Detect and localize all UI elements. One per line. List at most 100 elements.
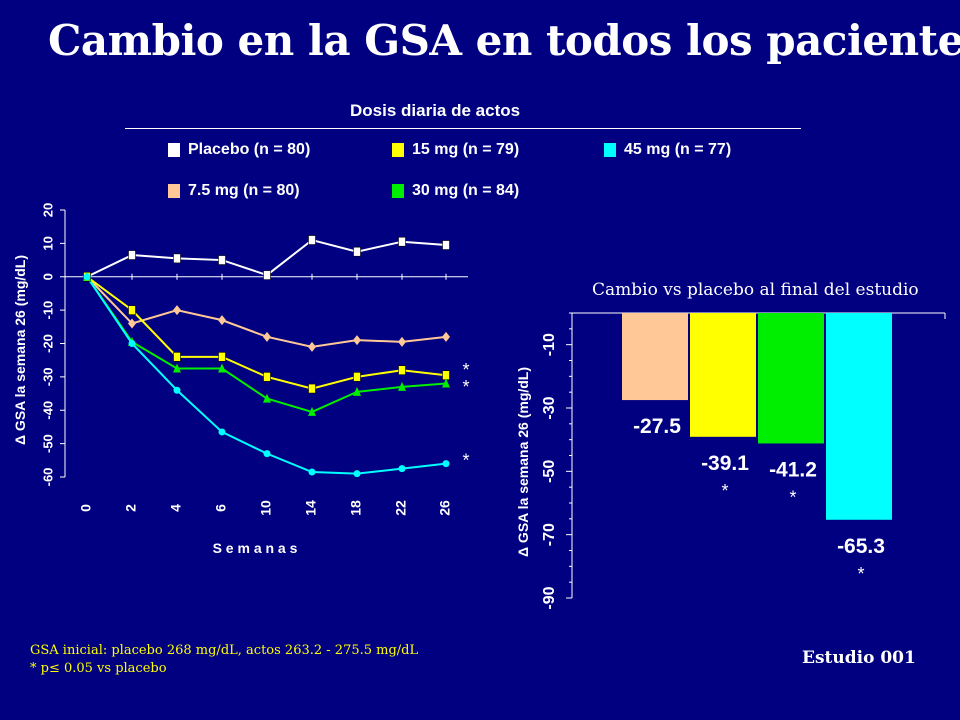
line-x-tick-label: 6 — [213, 504, 229, 512]
data-point — [398, 365, 406, 376]
bar-y-tick-label: -30 — [541, 396, 558, 419]
bar-significance-marker: * — [789, 487, 796, 507]
bar-significance-marker: * — [721, 481, 728, 501]
legend-item-7-5mg: 7.5 mg (n = 80) — [168, 182, 300, 200]
data-point — [173, 363, 181, 373]
line-y-tick-label: 10 — [40, 236, 55, 250]
footnote-baseline: GSA inicial: placebo 268 mg/dL, actos 26… — [30, 643, 419, 658]
data-point — [398, 381, 406, 391]
series-line — [86, 276, 447, 413]
bar-value-label: -39.1 — [701, 452, 749, 475]
line-x-tick-label: 10 — [258, 500, 274, 516]
legend-label-45mg: 45 mg (n = 77) — [624, 141, 732, 158]
line-y-tick-label: -60 — [40, 468, 55, 487]
line-x-tick-label: 4 — [168, 504, 184, 512]
data-point — [263, 450, 271, 458]
footnote-significance: * p≤ 0.05 vs placebo — [30, 661, 167, 676]
study-label: Estudio 001 — [802, 648, 916, 668]
legend-label-placebo: Placebo (n = 80) — [188, 141, 311, 158]
line-x-tick-label: 2 — [123, 504, 139, 512]
data-point — [308, 468, 316, 476]
data-point — [128, 250, 136, 260]
line-y-tick-label: 20 — [40, 203, 55, 217]
footnote: GSA inicial: placebo 268 mg/dL, actos 26… — [30, 642, 418, 678]
legend-label-30mg: 30 mg (n = 84) — [412, 182, 520, 199]
line-y-tick-label: -20 — [40, 334, 55, 353]
data-point — [128, 340, 136, 347]
data-point — [353, 386, 361, 396]
data-point — [128, 305, 136, 315]
data-point — [353, 335, 361, 346]
line-x-tick-label: 26 — [437, 500, 453, 516]
bar — [622, 313, 688, 401]
data-point — [353, 246, 361, 257]
data-point — [353, 372, 361, 382]
data-point — [442, 370, 450, 381]
bar-y-tick-label: -70 — [541, 523, 558, 546]
significance-marker: * — [462, 450, 469, 470]
bar — [826, 313, 892, 520]
legend-swatch-15mg — [392, 143, 404, 157]
legend-divider — [125, 128, 801, 129]
legend-swatch-45mg — [604, 143, 616, 157]
data-point — [218, 315, 226, 326]
bar-value-label: -65.3 — [837, 535, 885, 558]
data-point — [442, 460, 450, 468]
legend-title: Dosis diaria de actos — [350, 101, 521, 120]
page-title: Cambio en la GSA en todos los pacientes — [48, 16, 960, 65]
data-point — [308, 406, 316, 416]
data-point — [263, 331, 271, 342]
data-point — [173, 305, 181, 316]
legend-item-15mg: 15 mg (n = 79) — [392, 141, 519, 159]
legend-label-7-5mg: 7.5 mg (n = 80) — [188, 182, 300, 199]
data-point — [263, 372, 271, 382]
legend-swatch-30mg — [392, 184, 404, 198]
data-point — [398, 465, 406, 473]
data-point — [442, 378, 450, 388]
line-y-tick-label: -40 — [40, 401, 55, 420]
bar-chart-title: Cambio vs placebo al final del estudio — [592, 280, 919, 300]
data-point — [83, 273, 91, 281]
data-point — [218, 428, 226, 436]
line-x-tick-label: 18 — [348, 500, 364, 516]
data-point — [263, 393, 271, 403]
data-point — [128, 318, 136, 329]
line-y-axis-label: Δ GSA la semana 26 (mg/dL) — [12, 255, 28, 445]
bar-value-label: -41.2 — [769, 458, 817, 481]
legend-item-45mg: 45 mg (n = 77) — [604, 141, 731, 159]
data-point — [173, 253, 181, 264]
line-x-tick-label: 0 — [78, 504, 94, 512]
bar-y-tick-label: -50 — [541, 460, 558, 483]
bar-y-tick-label: -10 — [541, 333, 558, 356]
data-point — [218, 363, 226, 373]
legend-item-30mg: 30 mg (n = 84) — [392, 182, 519, 200]
bar — [690, 313, 756, 437]
data-point — [442, 331, 450, 342]
data-point — [173, 352, 181, 362]
legend-label-15mg: 15 mg (n = 79) — [412, 141, 520, 158]
data-point — [308, 341, 316, 352]
line-x-axis-label: S e m a n a s — [213, 540, 298, 556]
data-point — [442, 240, 450, 250]
bar-value-label: -27.5 — [633, 415, 681, 438]
legend-item-placebo: Placebo (n = 80) — [168, 141, 310, 159]
data-point — [353, 470, 361, 478]
line-y-tick-label: -50 — [40, 434, 55, 453]
data-point — [398, 336, 406, 347]
line-y-tick-label: 0 — [40, 273, 55, 280]
data-point — [218, 255, 226, 265]
bar-y-axis-label: Δ GSA la semana 26 (mg/dL) — [515, 367, 531, 557]
data-point — [308, 235, 316, 245]
data-point — [308, 383, 316, 394]
line-x-tick-label: 22 — [393, 500, 409, 516]
significance-marker: * — [462, 360, 469, 380]
line-y-tick-label: -30 — [40, 367, 55, 386]
data-point — [218, 352, 226, 362]
legend-swatch-7-5mg — [168, 184, 180, 198]
bar-significance-marker: * — [857, 564, 864, 584]
data-point — [263, 270, 271, 280]
legend-swatch-placebo — [168, 143, 180, 157]
significance-marker: * — [462, 377, 469, 397]
data-point — [173, 386, 181, 394]
